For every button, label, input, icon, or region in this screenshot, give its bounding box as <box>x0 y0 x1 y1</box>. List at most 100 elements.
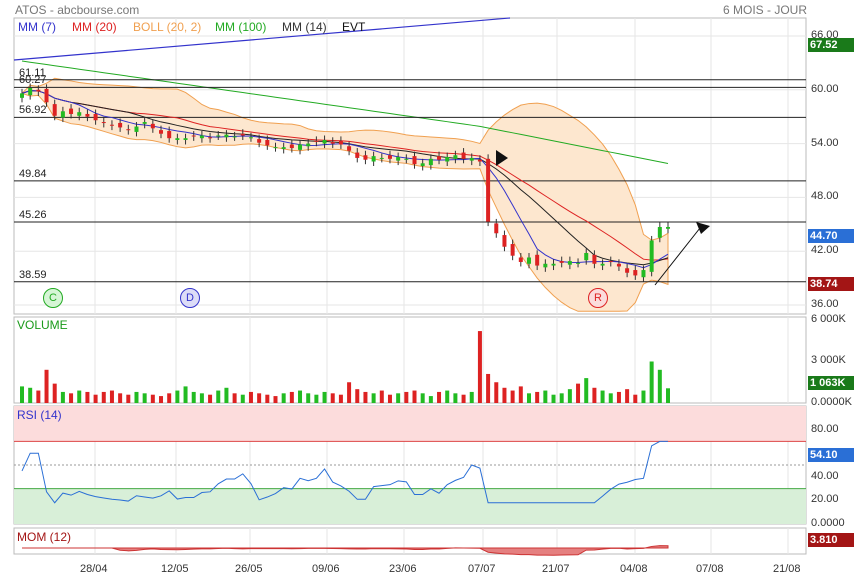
candle-body <box>363 155 368 160</box>
volume-bar <box>576 383 581 403</box>
volume-bar <box>641 390 646 403</box>
level-label: 45.26 <box>19 208 47 221</box>
price-tick-label: 66.00 <box>811 28 839 41</box>
candle-body <box>608 261 613 263</box>
volume-bar <box>526 393 531 403</box>
candle-body <box>52 104 57 116</box>
event-marker: C <box>43 288 63 308</box>
rsi-tick-label: 80.00 <box>811 422 839 435</box>
long-trend-line <box>13 17 511 61</box>
level-label: 56.92 <box>19 104 47 117</box>
volume-bar <box>592 387 597 403</box>
candle-body <box>559 261 564 263</box>
candle-body <box>396 157 401 161</box>
volume-bar <box>36 390 41 403</box>
candle-body <box>265 139 270 146</box>
candle-body <box>167 131 172 139</box>
candle-body <box>224 134 229 138</box>
candle-body <box>232 136 237 138</box>
date-tick-label: 07/08 <box>696 563 724 575</box>
value-badge-rsi: 54.10 <box>808 448 854 462</box>
event-arrow-head <box>696 222 710 234</box>
rsi-oversold-zone <box>14 488 806 524</box>
volume-bar <box>437 391 442 403</box>
volume-bar <box>208 394 213 403</box>
volume-bar <box>101 391 106 403</box>
volume-bar <box>412 390 417 403</box>
volume-bar <box>666 388 670 403</box>
candle-body <box>142 122 147 124</box>
price-tick-label: 54.00 <box>811 136 839 149</box>
mom-panel-label: MOM (12) <box>17 530 71 544</box>
volume-panel-frame <box>13 316 807 404</box>
candle-body <box>404 158 409 160</box>
candle-body <box>77 112 82 116</box>
chart-source-label: ATOS - abcbourse.com <box>15 3 140 17</box>
volume-bar <box>355 389 360 403</box>
candle-body <box>93 113 98 121</box>
volume-bar <box>330 393 335 403</box>
volume-tick-label: 3 000K <box>811 354 846 366</box>
candle-body <box>600 263 605 266</box>
volume-bar <box>584 378 589 403</box>
volume-bar <box>159 396 164 403</box>
volume-bar <box>77 390 82 403</box>
candle-body <box>469 157 474 161</box>
candle-body <box>36 89 41 92</box>
volume-bar <box>150 394 155 403</box>
candle-body <box>248 137 253 139</box>
candle-body <box>338 140 343 145</box>
legend-item: MM (14) <box>282 20 327 34</box>
candle-body <box>526 257 531 264</box>
candle-body <box>543 263 548 268</box>
value-badge-mm100: 67.52 <box>808 38 854 52</box>
volume-bar <box>224 387 229 403</box>
volume-bar <box>518 386 523 403</box>
candle-body <box>273 147 278 149</box>
price-panel-frame <box>13 17 807 315</box>
candle-body <box>535 254 540 266</box>
date-tick-label: 28/04 <box>80 563 108 575</box>
level-label: 49.84 <box>19 167 47 180</box>
candle-body <box>649 240 654 272</box>
candle-body <box>625 268 630 273</box>
candle-body <box>101 122 106 124</box>
volume-bar <box>60 391 65 403</box>
candle-body <box>551 263 556 266</box>
volume-bar <box>44 369 49 403</box>
candle-body <box>657 226 662 238</box>
volume-bar <box>567 389 572 403</box>
volume-bar <box>314 394 319 403</box>
legend-item: MM (100) <box>215 20 267 34</box>
candle-body <box>28 87 33 96</box>
candle-body <box>576 262 581 264</box>
candle-body <box>494 223 499 234</box>
volume-bar <box>257 393 262 403</box>
volume-bar <box>338 394 343 403</box>
volume-bar <box>445 390 450 403</box>
candle-body <box>134 126 139 132</box>
rsi-tick-label: 20.00 <box>811 493 839 506</box>
event-arrow-line <box>654 227 701 286</box>
candle-body <box>159 130 164 134</box>
candle-body <box>428 158 433 166</box>
candle-body <box>20 93 24 98</box>
candle-body <box>461 152 466 159</box>
volume-bar <box>404 391 409 403</box>
candle-body <box>85 113 90 117</box>
candle-body <box>371 156 376 162</box>
volume-bar <box>191 391 196 403</box>
candle-body <box>412 156 417 165</box>
volume-bar <box>608 393 613 403</box>
volume-bar <box>306 393 311 403</box>
volume-bar <box>453 393 458 403</box>
volume-bar <box>126 394 131 403</box>
price-tick-label: 42.00 <box>811 244 839 257</box>
volume-bar <box>183 386 188 403</box>
date-tick-label: 04/08 <box>620 563 648 575</box>
volume-bar <box>396 393 401 403</box>
candle-body <box>437 156 442 160</box>
volume-bar <box>502 387 507 403</box>
volume-bar <box>265 394 270 403</box>
volume-bar <box>134 391 139 403</box>
